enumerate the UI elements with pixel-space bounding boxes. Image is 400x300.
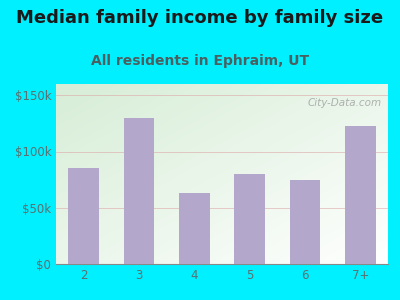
- Bar: [290, 180, 320, 264]
- Bar: [179, 193, 210, 264]
- Bar: [68, 168, 99, 264]
- Bar: [234, 174, 265, 264]
- Text: All residents in Ephraim, UT: All residents in Ephraim, UT: [91, 54, 309, 68]
- Text: Median family income by family size: Median family income by family size: [16, 9, 384, 27]
- Text: City-Data.com: City-Data.com: [307, 98, 381, 108]
- Bar: [124, 118, 154, 264]
- Bar: [345, 126, 376, 264]
